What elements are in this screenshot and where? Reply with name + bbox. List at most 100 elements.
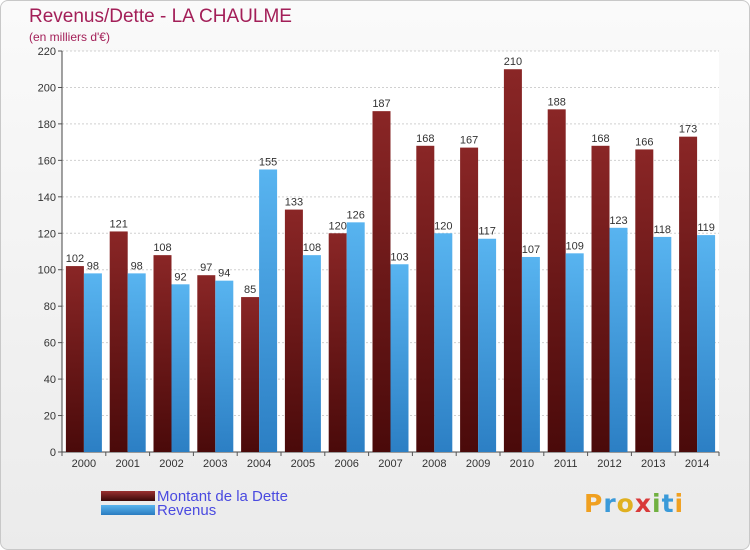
bar-revenue <box>302 255 321 452</box>
bar-debt <box>416 145 435 453</box>
logo-letter: o <box>616 489 635 518</box>
data-label-debt: 121 <box>110 218 128 230</box>
bar-debt <box>153 255 172 452</box>
data-label-revenue: 92 <box>174 271 186 283</box>
legend-label-debt: Montant de la Dette <box>157 487 288 505</box>
data-label-debt: 120 <box>329 220 347 232</box>
y-tick-label: 180 <box>38 119 56 131</box>
logo-letter: i <box>674 489 685 518</box>
y-tick-label: 100 <box>38 265 56 277</box>
bar-debt <box>241 297 260 452</box>
bar-debt <box>547 109 566 452</box>
legend-item-revenue: Revenus <box>101 501 217 519</box>
data-label-revenue: 118 <box>654 224 672 236</box>
chart-title: Revenus/Dette - LA CHAULME <box>29 6 292 27</box>
y-tick-label: 40 <box>44 374 56 386</box>
x-tick-label: 2006 <box>334 458 358 470</box>
bar-revenue <box>127 273 146 452</box>
x-tick-label: 2014 <box>685 458 709 470</box>
x-tick-label: 2000 <box>72 458 96 470</box>
x-tick-label: 2007 <box>378 458 402 470</box>
y-tick-label: 220 <box>38 46 56 58</box>
logo-letter: t <box>661 489 675 518</box>
data-label-debt: 167 <box>460 135 478 147</box>
data-label-debt: 188 <box>548 96 566 108</box>
bar-revenue <box>653 236 672 452</box>
legend-item-debt: Montant de la Dette <box>101 487 288 505</box>
data-label-revenue: 123 <box>609 215 627 227</box>
bar-revenue <box>478 238 497 452</box>
bar-revenue <box>215 280 234 452</box>
chart-subtitle: (en milliers d'€) <box>29 30 110 44</box>
x-tick-label: 2010 <box>510 458 534 470</box>
x-tick-label: 2008 <box>422 458 446 470</box>
logo-letter: r <box>603 489 617 518</box>
y-tick-label: 0 <box>50 447 56 459</box>
bar-debt <box>503 69 522 453</box>
bar-debt <box>591 145 610 453</box>
y-tick-label: 60 <box>44 338 56 350</box>
y-tick-label: 200 <box>38 82 56 94</box>
data-label-debt: 97 <box>200 262 212 274</box>
bar-debt <box>635 149 654 452</box>
x-tick-label: 2002 <box>159 458 183 470</box>
data-label-revenue: 126 <box>347 209 365 221</box>
bar-revenue <box>390 264 409 452</box>
data-label-revenue: 109 <box>566 240 584 252</box>
data-label-revenue: 117 <box>478 226 496 238</box>
data-label-revenue: 107 <box>522 244 540 256</box>
x-tick-label: 2005 <box>291 458 315 470</box>
legend-swatch-debt <box>101 491 155 501</box>
bar-debt <box>65 266 84 452</box>
bar-debt <box>679 136 698 452</box>
bar-revenue <box>565 253 584 452</box>
data-label-debt: 85 <box>244 284 256 296</box>
data-label-debt: 173 <box>679 124 697 136</box>
x-tick-label: 2011 <box>554 458 578 470</box>
bar-revenue <box>434 233 453 452</box>
x-tick-label: 2012 <box>597 458 621 470</box>
x-tick-label: 2013 <box>641 458 665 470</box>
legend-swatch-revenue <box>101 505 155 515</box>
bar-revenue <box>259 169 278 452</box>
bar-debt <box>109 231 128 452</box>
data-label-revenue: 155 <box>259 156 277 168</box>
proxiti-logo: Proxiti <box>584 489 684 518</box>
x-tick-label: 2003 <box>203 458 227 470</box>
logo-letter: i <box>652 489 662 518</box>
bar-revenue <box>609 227 628 452</box>
bar-revenue <box>697 235 716 452</box>
data-label-debt: 166 <box>635 136 653 148</box>
bar-debt <box>328 233 347 452</box>
data-label-debt: 108 <box>153 242 171 254</box>
logo-letter: x <box>634 489 652 518</box>
x-tick-label: 2004 <box>247 458 271 470</box>
legend-label-revenue: Revenus <box>157 501 217 519</box>
y-tick-label: 20 <box>44 411 56 423</box>
data-label-revenue: 120 <box>434 220 452 232</box>
data-label-debt: 187 <box>372 98 390 110</box>
data-label-revenue: 108 <box>303 242 321 254</box>
data-label-revenue: 98 <box>131 260 143 272</box>
bar-revenue <box>171 284 190 452</box>
x-tick-label: 2009 <box>466 458 490 470</box>
y-tick-label: 120 <box>38 228 56 240</box>
bar-debt <box>372 111 391 453</box>
bar-debt <box>460 147 479 452</box>
bar-debt <box>197 275 216 452</box>
bar-revenue <box>83 273 102 452</box>
y-tick-label: 160 <box>38 155 56 167</box>
data-label-debt: 210 <box>504 56 522 68</box>
bar-revenue <box>521 256 540 452</box>
data-label-debt: 133 <box>285 197 303 209</box>
data-label-debt: 102 <box>66 253 84 265</box>
bar-debt <box>284 209 303 452</box>
y-tick-label: 80 <box>44 301 56 313</box>
x-tick-label: 2001 <box>115 458 139 470</box>
data-label-revenue: 103 <box>390 251 408 263</box>
y-tick-label: 140 <box>38 192 56 204</box>
data-label-debt: 168 <box>416 133 434 145</box>
data-label-debt: 168 <box>591 133 609 145</box>
